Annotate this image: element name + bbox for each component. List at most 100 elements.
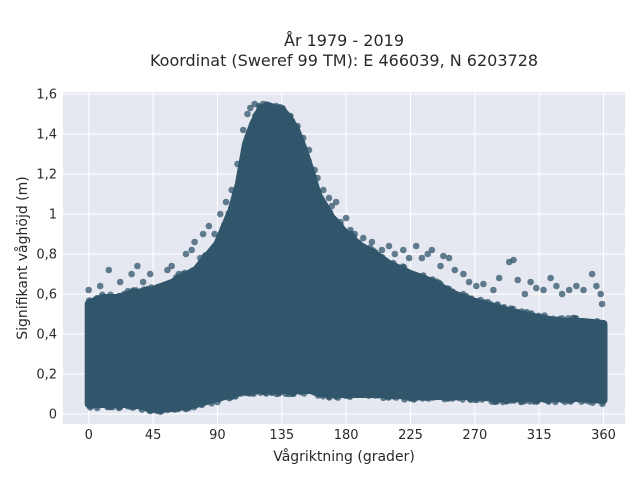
scatter-point: [325, 194, 333, 202]
scatter-point: [205, 222, 213, 230]
scatter-point: [217, 210, 224, 218]
scatter-point: [211, 393, 218, 401]
scatter-point: [578, 395, 585, 403]
scatter-point: [360, 234, 367, 242]
y-tick-label: 0,8: [36, 248, 57, 263]
scatter-point: [116, 278, 124, 286]
scatter-point: [134, 262, 141, 270]
scatter-point: [488, 390, 495, 397]
scatter-point: [369, 247, 377, 254]
scatter-point: [573, 282, 580, 290]
scatter-point: [533, 284, 540, 292]
scatter-point: [565, 324, 572, 331]
scatter-point: [468, 295, 475, 302]
scatter-point: [519, 319, 527, 326]
scatter-point: [102, 397, 109, 404]
scatter-point: [164, 406, 171, 414]
scatter-point: [580, 286, 587, 294]
scatter-point: [355, 248, 362, 256]
scatter-point: [259, 100, 267, 108]
scatter-point: [538, 316, 545, 323]
scatter-point: [193, 269, 201, 277]
y-tick-label: 1,2: [36, 168, 57, 183]
scatter-point: [199, 399, 206, 407]
x-tick-label: 0: [85, 428, 93, 443]
scatter-point: [171, 402, 178, 410]
scatter-point: [346, 239, 353, 247]
scatter-point: [263, 390, 270, 397]
scatter-point: [197, 254, 204, 262]
scatter-point: [214, 398, 221, 406]
scatter-point: [311, 166, 319, 174]
scatter-point: [227, 210, 234, 218]
scatter-point: [257, 389, 264, 397]
scatter-point: [115, 397, 122, 404]
scatter-point: [572, 315, 580, 322]
scatter-point: [139, 295, 147, 303]
x-tick-label: 45: [145, 428, 162, 443]
scatter-point: [328, 202, 336, 210]
y-tick-label: 1,4: [36, 128, 57, 143]
y-tick-label: 0,6: [36, 288, 57, 303]
scatter-point: [460, 270, 467, 278]
scatter-point: [272, 102, 280, 110]
scatter-point: [545, 398, 552, 405]
scatter-point: [125, 401, 132, 408]
scatter-point: [385, 242, 393, 250]
scatter-point: [221, 227, 228, 235]
scatter-point: [305, 157, 312, 165]
scatter-point: [267, 106, 274, 114]
scatter-point: [385, 394, 392, 401]
scatter-point: [341, 229, 349, 237]
scatter-point: [434, 391, 442, 398]
scatter-point: [428, 246, 436, 254]
scatter-point: [420, 277, 428, 285]
scatter-point: [87, 307, 95, 315]
scatter-point: [105, 266, 113, 274]
scatter-point: [580, 317, 587, 325]
scatter-point: [459, 396, 466, 403]
scatter-point: [297, 388, 305, 396]
scatter-point: [158, 283, 166, 290]
scatter-point: [175, 270, 183, 278]
scatter-point: [129, 293, 136, 301]
scatter-point: [561, 398, 569, 406]
y-axis-title: Signifikant våghöjd (m): [14, 176, 31, 339]
y-tick-label: 0,2: [36, 368, 57, 383]
scatter-point: [465, 278, 473, 286]
scatter-point: [532, 320, 540, 327]
scatter-point: [480, 280, 487, 288]
scatter-point: [512, 317, 520, 325]
tick-labels: 0 45 90 135 180 225 270 315 360 0 0,2 0,4 0,6 0,8 1 1,2…: [36, 88, 616, 444]
scatter-point: [399, 393, 407, 400]
scatter-point: [386, 263, 394, 270]
scatter-point: [445, 254, 453, 262]
scatter-point: [521, 290, 529, 298]
scatter-point: [319, 392, 327, 400]
scatter-point: [510, 397, 518, 404]
scatter-point: [300, 152, 308, 159]
scatter-point: [305, 146, 313, 154]
x-tick-label: 180: [334, 428, 359, 443]
scatter-point: [385, 387, 393, 394]
scatter-point: [352, 240, 359, 248]
scatter-point: [234, 160, 241, 168]
scatter-point: [107, 291, 114, 299]
scatter-point: [305, 384, 312, 392]
scatter-point: [217, 393, 224, 401]
scatter-point: [178, 282, 185, 289]
scatter-point: [473, 394, 481, 402]
scatter-point: [598, 300, 606, 308]
scatter-point: [589, 399, 596, 407]
scatter-point: [113, 302, 121, 309]
scatter-point: [164, 266, 171, 274]
scatter-point: [244, 133, 251, 140]
scatter-point: [593, 282, 600, 290]
scatter-point: [367, 386, 375, 394]
scatter-point: [463, 389, 471, 397]
scatter-point: [201, 254, 209, 262]
scatter-point: [404, 388, 411, 396]
scatter-point: [526, 391, 534, 399]
scatter-point: [351, 230, 359, 238]
